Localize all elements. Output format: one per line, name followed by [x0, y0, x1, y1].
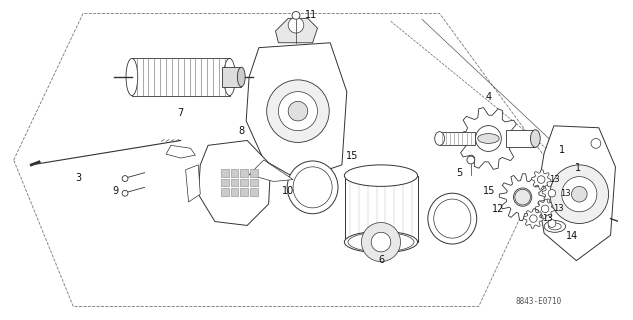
Bar — [221, 169, 229, 177]
Polygon shape — [457, 108, 520, 169]
Polygon shape — [523, 209, 543, 228]
Circle shape — [530, 215, 537, 222]
Circle shape — [548, 220, 556, 228]
Text: 13: 13 — [560, 189, 571, 198]
Text: 9: 9 — [112, 186, 118, 196]
Circle shape — [122, 190, 128, 196]
Ellipse shape — [287, 161, 338, 214]
Ellipse shape — [478, 134, 499, 143]
Text: 15: 15 — [346, 151, 358, 161]
Ellipse shape — [348, 232, 414, 252]
Bar — [221, 188, 229, 196]
Ellipse shape — [293, 167, 332, 208]
Circle shape — [475, 126, 501, 151]
Text: 2: 2 — [632, 209, 633, 219]
Ellipse shape — [530, 130, 540, 147]
Circle shape — [361, 222, 401, 261]
Ellipse shape — [544, 220, 566, 232]
Polygon shape — [198, 140, 270, 226]
Bar — [345, 176, 418, 242]
Text: 12: 12 — [492, 204, 505, 214]
Ellipse shape — [434, 199, 471, 238]
Circle shape — [515, 189, 530, 205]
Circle shape — [371, 232, 391, 252]
Circle shape — [467, 156, 475, 164]
Bar — [132, 59, 230, 96]
Text: 15: 15 — [483, 186, 496, 196]
Bar — [439, 132, 475, 145]
Bar — [250, 179, 258, 186]
Text: 1: 1 — [559, 145, 565, 155]
Circle shape — [572, 186, 587, 202]
Polygon shape — [537, 126, 615, 260]
Polygon shape — [166, 145, 196, 158]
Circle shape — [541, 205, 549, 212]
Bar — [230, 179, 239, 186]
Bar — [506, 130, 536, 147]
Circle shape — [550, 165, 608, 223]
Text: 6: 6 — [378, 255, 384, 265]
Polygon shape — [499, 174, 546, 220]
Polygon shape — [542, 183, 561, 203]
Polygon shape — [536, 199, 555, 219]
Ellipse shape — [126, 59, 138, 96]
Circle shape — [292, 12, 300, 19]
Bar — [250, 169, 258, 177]
Text: 3: 3 — [75, 172, 81, 183]
Text: 10: 10 — [282, 186, 294, 196]
Circle shape — [548, 189, 556, 197]
Text: 5: 5 — [456, 168, 462, 178]
Ellipse shape — [344, 165, 418, 186]
Circle shape — [122, 176, 128, 181]
Ellipse shape — [435, 132, 444, 145]
Polygon shape — [185, 165, 200, 202]
Circle shape — [537, 176, 545, 183]
Text: 11: 11 — [304, 11, 316, 20]
Circle shape — [279, 92, 318, 131]
Ellipse shape — [549, 223, 561, 230]
Text: 8843-E0710: 8843-E0710 — [515, 297, 561, 306]
Bar — [222, 67, 241, 87]
Bar — [241, 188, 248, 196]
Bar — [230, 169, 239, 177]
Circle shape — [561, 177, 597, 212]
Ellipse shape — [428, 193, 477, 244]
Text: 1: 1 — [575, 163, 581, 173]
Ellipse shape — [344, 231, 418, 253]
Polygon shape — [246, 43, 347, 180]
Circle shape — [266, 80, 329, 142]
Ellipse shape — [237, 67, 245, 87]
Bar — [241, 179, 248, 186]
Bar — [221, 179, 229, 186]
Text: 14: 14 — [567, 231, 579, 241]
Text: 7: 7 — [178, 108, 184, 118]
Polygon shape — [275, 18, 318, 43]
Bar — [250, 188, 258, 196]
Text: 13: 13 — [542, 214, 553, 223]
Circle shape — [288, 17, 304, 33]
Circle shape — [591, 139, 601, 148]
Text: 13: 13 — [549, 175, 560, 184]
Text: 13: 13 — [553, 204, 564, 213]
Text: 4: 4 — [486, 92, 491, 102]
Text: 8: 8 — [238, 126, 244, 136]
Circle shape — [513, 188, 532, 206]
Polygon shape — [249, 160, 293, 181]
Bar — [241, 169, 248, 177]
Circle shape — [288, 101, 308, 121]
Ellipse shape — [223, 59, 235, 96]
Bar — [230, 188, 239, 196]
Polygon shape — [532, 170, 551, 189]
